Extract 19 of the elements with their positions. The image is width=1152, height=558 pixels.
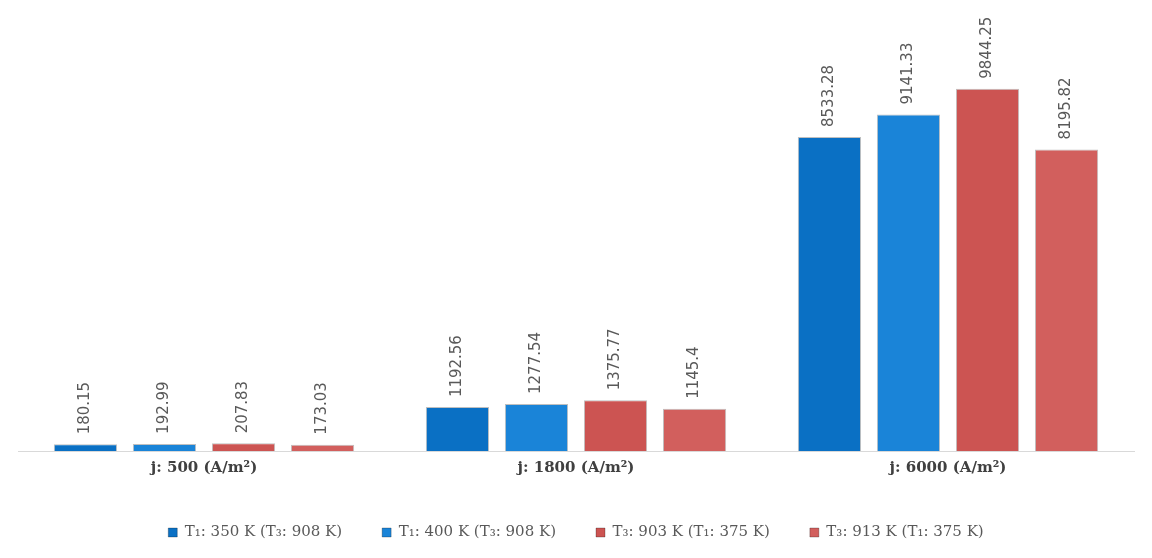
data-label: 9141.33 [898,42,917,105]
data-label: 173.03 [312,382,331,435]
data-label: 1375.77 [605,328,624,391]
data-label: 1192.56 [447,335,466,398]
legend-label: T₃: 903 K (T₁: 375 K) [612,522,770,541]
data-label: 180.15 [75,381,94,435]
data-label: 8533.28 [819,64,838,127]
data-label: 207.83 [233,380,252,434]
data-label: 9844.25 [977,16,996,79]
x-tick-label: j: 6000 (A/m²) [887,457,1007,476]
data-label: 1145.4 [684,346,703,399]
data-label: 1277.54 [526,331,545,394]
data-label: 8195.82 [1056,77,1075,140]
legend-label: T₁: 400 K (T₃: 908 K) [398,522,557,541]
data-label: 192.99 [154,381,173,434]
x-tick-label: j: 1800 (A/m²) [515,457,635,476]
legend-label: T₁: 350 K (T₃: 908 K) [184,522,343,541]
x-tick-label: j: 500 (A/m²) [148,457,258,476]
legend-label: T₃: 913 K (T₁: 375 K) [826,522,984,541]
